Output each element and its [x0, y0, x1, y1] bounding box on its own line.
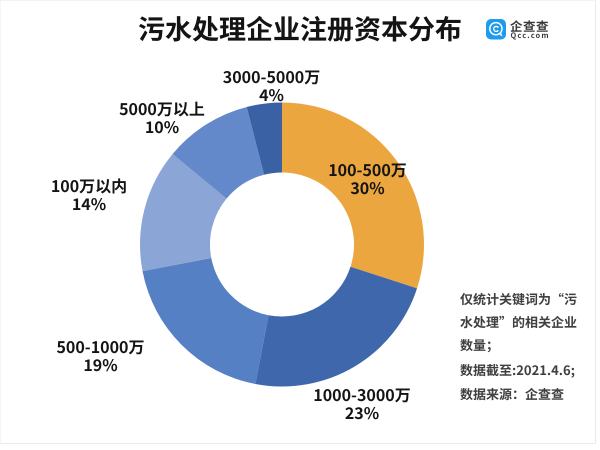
donut-slice: [282, 102, 424, 289]
donut-slice: [172, 106, 265, 199]
donut-slice: [255, 266, 418, 387]
slice-label-percent: 4%: [259, 81, 284, 106]
slice-label-category: 100-500万: [328, 157, 407, 181]
chart-title: 污水处理企业注册资本分布: [138, 8, 462, 47]
slice-label-over-5000: 5000万以上 10%: [119, 99, 205, 135]
slice-label-100-500: 100-500万 30%: [328, 160, 407, 196]
donut-slice: [246, 102, 282, 175]
slice-label-percent: 30%: [350, 175, 385, 199]
slice-label-category: 100万以内: [50, 173, 128, 197]
footnote: 仅统计关键词为“污水处理”的相关企业数量； 数据截至:2021.4.6; 数据来…: [460, 287, 581, 405]
donut-slice: [142, 257, 269, 384]
footnote-scope: 仅统计关键词为“污水处理”的相关企业数量；: [460, 289, 578, 354]
slice-label-category: 5000万以上: [119, 96, 205, 120]
footnote-date: 数据截至:2021.4.6;: [460, 359, 575, 379]
footnote-source: 数据来源：企查查: [460, 384, 565, 403]
donut-slices: [140, 102, 424, 387]
slice-label-1000-3000: 1000-3000万 23%: [313, 385, 410, 421]
slice-label-percent: 14%: [71, 191, 107, 215]
qcc-logo-name: 企查查: [510, 16, 550, 35]
slice-label-500-1000: 500-1000万 19%: [56, 337, 144, 373]
slice-label-under-100: 100万以内 14%: [51, 176, 127, 212]
qcc-logo-domain: Qcc.com: [510, 30, 550, 41]
slice-label-percent: 23%: [344, 400, 380, 424]
slice-label-category: 3000-5000万: [222, 63, 321, 88]
slice-label-3000-5000: 3000-5000万 4%: [223, 67, 320, 103]
slice-label-percent: 10%: [144, 114, 180, 138]
slice-label-category: 1000-3000万: [313, 382, 411, 406]
donut-slice: [140, 153, 227, 272]
slice-label-category: 500-1000万: [56, 334, 145, 358]
slice-label-percent: 19%: [83, 352, 118, 376]
qcc-logo-icon: [486, 19, 506, 40]
